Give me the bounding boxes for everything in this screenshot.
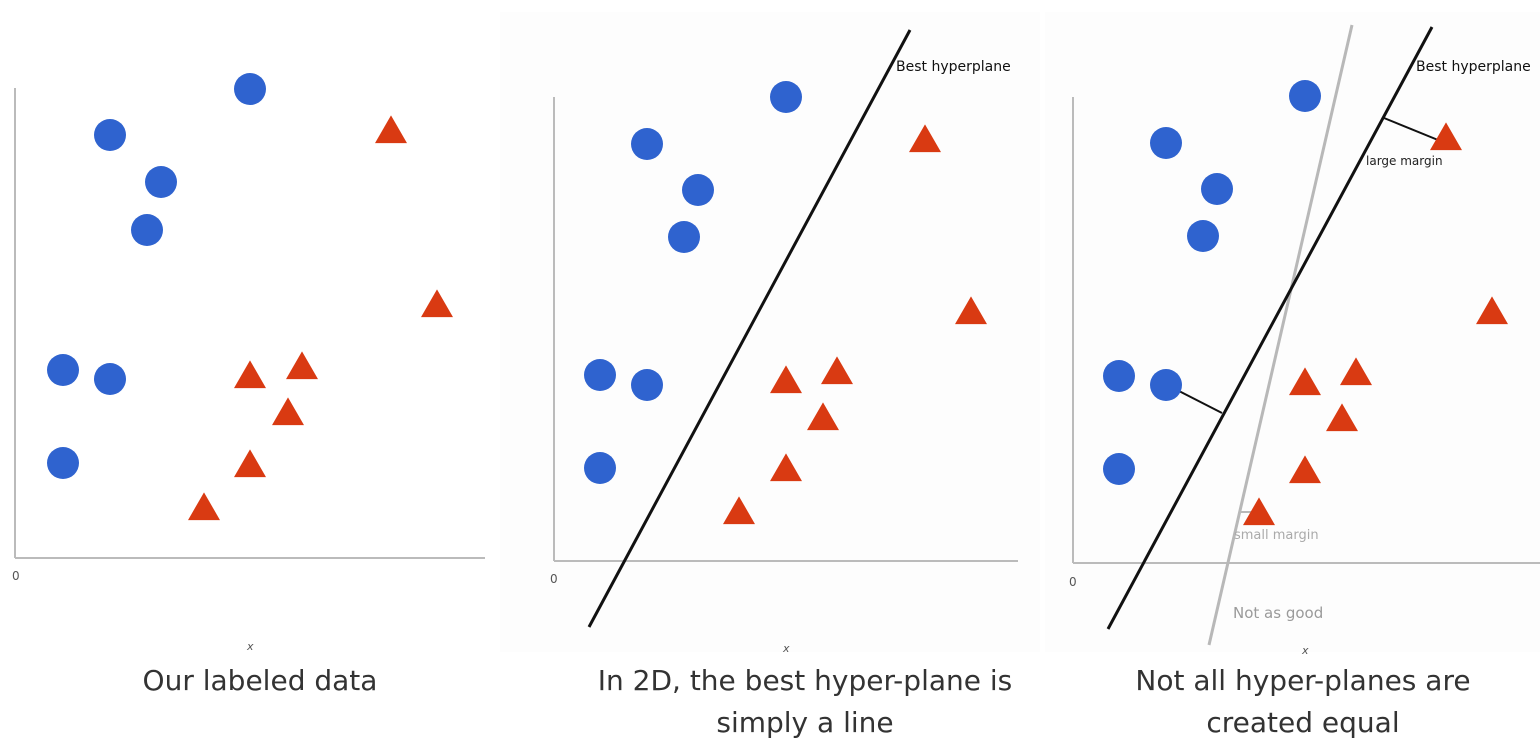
panel-3-circle-point — [1289, 80, 1321, 112]
panel-3-hyperplane-label: Best hyperplane — [1416, 59, 1531, 75]
panel-3-x-label: x — [1301, 644, 1309, 657]
panel-2-x-label: x — [782, 642, 790, 655]
panel-3-small-margin-label: small margin — [1234, 528, 1319, 543]
panel-3-origin-label: 0 — [1069, 575, 1077, 589]
panel-1-triangle-point — [272, 397, 304, 426]
panel-2-triangle-point — [807, 402, 839, 431]
panel-3-triangle-point — [1289, 455, 1321, 484]
panel-3-triangle-point — [1430, 122, 1462, 151]
panel-2-triangle-point — [955, 296, 987, 325]
panel-1-circle-point — [131, 214, 163, 246]
panel-1-origin-label: 0 — [12, 569, 20, 583]
panel-1-caption-line-1: Our labeled data — [142, 664, 378, 697]
panel-2-background — [500, 12, 1040, 652]
panel-3-axes: 0 x — [1069, 97, 1540, 657]
panel-1-circle-point — [47, 354, 79, 386]
panel-2-axes: 0 x — [550, 97, 1018, 655]
panel-1-circle-point — [94, 363, 126, 395]
panel-3-circle-point — [1150, 369, 1182, 401]
panel-3-triangle-point — [1289, 367, 1321, 396]
panel-3-caption: Not all hyper-planes are created equal — [1043, 660, 1540, 744]
panel-1-triangle-point — [234, 449, 266, 478]
panel-1-triangle-point — [188, 492, 220, 521]
panel-1-circle-point — [47, 447, 79, 479]
panel-2-circle-point — [584, 359, 616, 391]
panel-1-circle-point — [234, 73, 266, 105]
panel-3-not-as-good-label: Not as good — [1233, 604, 1323, 622]
panel-3-caption-line-2: created equal — [1206, 706, 1400, 739]
panel-1-circle-point — [94, 119, 126, 151]
panel-2-caption-line-1: In 2D, the best hyper-plane is — [597, 664, 1013, 697]
panel-1-triangle-point — [286, 351, 318, 380]
panel-2-circle-point — [668, 221, 700, 253]
panel-2-triangle-point — [909, 124, 941, 153]
panel-2-triangle-point — [770, 453, 802, 482]
panel-3-circle-point — [1103, 453, 1135, 485]
panel-2-circle-point — [682, 174, 714, 206]
panel-2-caption: In 2D, the best hyper-plane is simply a … — [545, 660, 1065, 744]
panel-1-triangle-point — [234, 360, 266, 389]
panel-1-x-label: x — [246, 640, 254, 653]
panel-1-triangle-point — [421, 289, 453, 318]
panel-2-triangle-point — [821, 356, 853, 385]
panel-3-triangle-point — [1243, 497, 1275, 526]
panel-1-points — [47, 73, 453, 521]
panel-3-small-margin-connector-best — [1176, 389, 1223, 414]
panel-3-large-margin-label: large margin — [1366, 154, 1443, 168]
panel-3-circle-point — [1187, 220, 1219, 252]
panel-3-circle-point — [1150, 127, 1182, 159]
panel-3-background — [1045, 12, 1540, 652]
panel-3-large-margin-connector — [1383, 117, 1439, 141]
panel-3-not-as-good-line — [1207, 24, 1354, 646]
panel-1-circle-point — [145, 166, 177, 198]
panel-2-circle-point — [631, 369, 663, 401]
panel-1-caption: Our labeled data — [0, 660, 520, 702]
panel-3-triangle-point — [1340, 357, 1372, 386]
panel-2-hyperplane-label: Best hyperplane — [896, 59, 1011, 75]
panel-2-circle-point — [631, 128, 663, 160]
panel-2-circle-point — [584, 452, 616, 484]
panel-2-triangle-point — [770, 365, 802, 394]
panel-1-triangle-point — [375, 115, 407, 144]
panel-3-circle-point — [1103, 360, 1135, 392]
panel-2-best-hyperplane-line — [587, 29, 912, 628]
panel-1-axes: 0 x — [12, 88, 485, 653]
panel-2-points — [584, 81, 987, 525]
panel-2-triangle-point — [723, 496, 755, 525]
panel-2-origin-label: 0 — [550, 572, 558, 586]
panel-3-circle-point — [1201, 173, 1233, 205]
panel-3-triangle-point — [1476, 296, 1508, 325]
panel-3-best-hyperplane-line — [1106, 26, 1434, 630]
panel-2-caption-line-2: simply a line — [716, 706, 894, 739]
panel-3-points — [1103, 80, 1508, 526]
panel-3-caption-line-1: Not all hyper-planes are — [1135, 664, 1471, 697]
panel-2-circle-point — [770, 81, 802, 113]
panel-3-triangle-point — [1326, 403, 1358, 432]
